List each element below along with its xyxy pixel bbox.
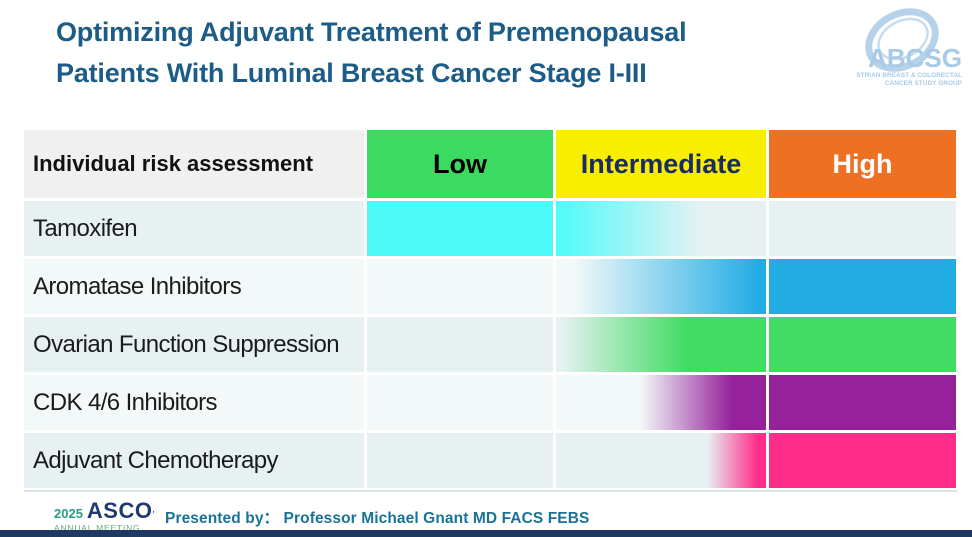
abcsg-caption-line2: CANCER STUDY GROUP [885, 80, 963, 87]
risk-cell-low [367, 433, 553, 488]
abcsg-logo: ABCSG AUSTRIAN BREAST & COLORECTAL CANCE… [847, 4, 964, 100]
slide-title-line1: Optimizing Adjuvant Treatment of Premeno… [56, 17, 687, 47]
risk-cell-intermediate [556, 259, 766, 314]
asco-logo: 2025 ASCO ’ ANNUAL MEETING [54, 500, 155, 533]
table-bottom-divider [24, 490, 957, 492]
abcsg-logo-text: ABCSG [868, 43, 962, 73]
risk-cell-intermediate [556, 317, 766, 372]
header-high: High [769, 130, 956, 198]
header-low: Low [367, 130, 553, 198]
risk-cell-high [769, 259, 956, 314]
slide-title: Optimizing Adjuvant Treatment of Premeno… [56, 12, 846, 93]
row-label: CDK 4/6 Inhibitors [24, 375, 364, 430]
abcsg-logo-icon: ABCSG AUSTRIAN BREAST & COLORECTAL CANCE… [847, 8, 963, 87]
row-label: Tamoxifen [24, 201, 364, 256]
risk-cell-intermediate [556, 375, 766, 430]
asco-name: ASCO [86, 498, 153, 523]
risk-cell-high [769, 433, 956, 488]
asco-annual-meeting: ANNUAL MEETING [54, 523, 141, 533]
risk-cell-low [367, 317, 553, 372]
risk-cell-intermediate [556, 433, 766, 488]
bottom-accent-bar [0, 530, 972, 537]
presented-by-text: Presented by： Professor Michael Gnant MD… [165, 510, 590, 527]
row-label: Adjuvant Chemotherapy [24, 433, 364, 488]
asco-trademark-tick: ’ [152, 510, 155, 521]
asco-year: 2025 [54, 506, 83, 521]
header-individual-risk-assessment: Individual risk assessment [24, 130, 364, 198]
slide-title-line2: Patients With Luminal Breast Cancer Stag… [56, 57, 647, 88]
row-label: Ovarian Function Suppression [24, 317, 364, 372]
risk-cell-intermediate [556, 201, 766, 256]
risk-cell-high [769, 201, 956, 256]
asco-logo-top: 2025 ASCO ’ [54, 500, 155, 522]
row-label: Aromatase Inhibitors [24, 259, 364, 314]
risk-cell-high [769, 317, 956, 372]
risk-cell-low [367, 375, 553, 430]
risk-cell-low [367, 201, 553, 256]
risk-table: Individual risk assessment Low Intermedi… [24, 130, 956, 488]
risk-cell-low [367, 259, 553, 314]
abcsg-caption-line1: AUSTRIAN BREAST & COLORECTAL [856, 72, 962, 79]
risk-cell-high [769, 375, 956, 430]
header-intermediate: Intermediate [556, 130, 766, 198]
